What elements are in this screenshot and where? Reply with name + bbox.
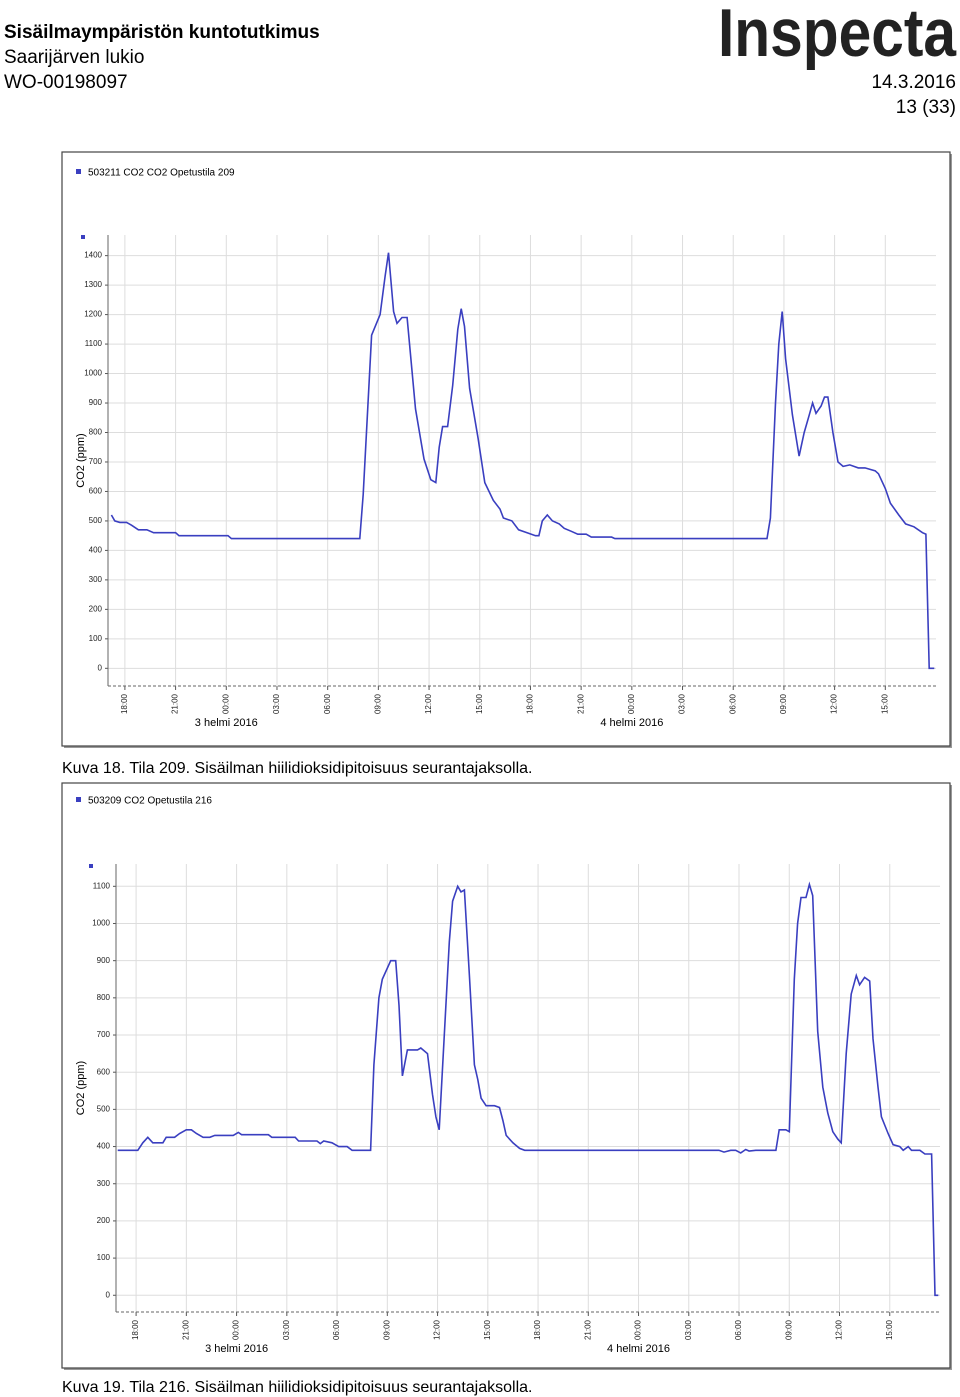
- y-tick-label: 100: [89, 634, 103, 643]
- x-tick-label: 12:00: [424, 693, 433, 714]
- y-tick-label: 500: [89, 516, 103, 525]
- x-tick-label: 03:00: [272, 693, 281, 714]
- y-tick-label: 200: [89, 604, 103, 613]
- doc-date: 14.3.2016: [871, 72, 956, 93]
- y-tick-label: 400: [89, 546, 103, 555]
- chart-frame: [61, 782, 951, 1369]
- figure-caption: Kuva 19. Tila 216. Sisäilman hiilidioksi…: [62, 1379, 532, 1396]
- y-tick-label: 0: [106, 1290, 111, 1299]
- y-tick-label: 300: [97, 1179, 111, 1188]
- date-label: 4 helmi 2016: [607, 1343, 670, 1355]
- y-tick-label: 400: [97, 1142, 111, 1151]
- x-tick-label: 18:00: [533, 1319, 542, 1340]
- y-tick-label: 900: [89, 398, 103, 407]
- x-tick-label: 03:00: [282, 1319, 291, 1340]
- x-tick-label: 15:00: [885, 1319, 894, 1340]
- y-tick-label: 1100: [85, 339, 103, 348]
- y-tick-label: 700: [89, 457, 103, 466]
- x-tick-label: 18:00: [120, 693, 129, 714]
- y-tick-label: 1100: [93, 881, 111, 890]
- y-tick-label: 200: [97, 1216, 111, 1225]
- x-tick-label: 06:00: [332, 1319, 341, 1340]
- x-tick-label: 03:00: [684, 1319, 693, 1340]
- y-tick-label: 600: [97, 1067, 111, 1076]
- x-tick-label: 12:00: [830, 693, 839, 714]
- site: Saarijärven lukio: [4, 47, 144, 68]
- x-tick-label: 09:00: [373, 693, 382, 714]
- x-tick-label: 15:00: [880, 693, 889, 714]
- x-tick-label: 09:00: [382, 1319, 391, 1340]
- figure-caption: Kuva 18. Tila 209. Sisäilman hiilidioksi…: [62, 760, 532, 777]
- y-tick-label: 1300: [84, 280, 102, 289]
- y-tick-label: 500: [97, 1104, 111, 1113]
- x-tick-label: 12:00: [433, 1319, 442, 1340]
- x-tick-label: 21:00: [181, 1319, 190, 1340]
- x-tick-label: 00:00: [634, 1319, 643, 1340]
- x-tick-label: 21:00: [583, 1319, 592, 1340]
- y-tick-label: 800: [97, 993, 111, 1002]
- date-label: 3 helmi 2016: [195, 717, 258, 729]
- page-number: 13 (33): [896, 97, 956, 118]
- x-tick-label: 12:00: [835, 1319, 844, 1340]
- chart-frame: [61, 151, 951, 747]
- legend-label: 503209 CO2 Opetustila 216: [88, 796, 212, 807]
- y-axis-label: CO2 (ppm): [75, 1061, 87, 1115]
- axis-marker: [81, 235, 85, 239]
- y-tick-label: 900: [97, 956, 111, 965]
- x-tick-label: 06:00: [734, 1319, 743, 1340]
- x-tick-label: 09:00: [779, 693, 788, 714]
- legend-swatch: [76, 169, 81, 174]
- y-tick-label: 700: [97, 1030, 111, 1039]
- x-tick-label: 06:00: [323, 693, 332, 714]
- date-label: 4 helmi 2016: [600, 717, 663, 729]
- y-tick-label: 1200: [84, 310, 102, 319]
- y-tick-label: 0: [98, 663, 103, 672]
- x-tick-label: 09:00: [784, 1319, 793, 1340]
- logo: Inspecta: [718, 0, 957, 71]
- y-tick-label: 1400: [84, 251, 102, 260]
- axis-marker: [89, 864, 93, 868]
- x-tick-label: 21:00: [171, 693, 180, 714]
- order-number: WO-00198097: [4, 72, 128, 93]
- data-line: [110, 252, 935, 670]
- y-tick-label: 1000: [84, 369, 102, 378]
- legend-swatch: [76, 797, 81, 802]
- y-tick-label: 100: [97, 1253, 111, 1262]
- x-tick-label: 15:00: [483, 1319, 492, 1340]
- y-axis-label: CO2 (ppm): [75, 433, 87, 487]
- data-line: [117, 881, 939, 1297]
- x-tick-label: 00:00: [627, 693, 636, 714]
- legend-label: 503211 CO2 CO2 Opetustila 209: [88, 168, 235, 179]
- x-tick-label: 00:00: [221, 693, 230, 714]
- x-tick-label: 06:00: [728, 693, 737, 714]
- y-tick-label: 600: [89, 487, 103, 496]
- x-tick-label: 18:00: [131, 1319, 140, 1340]
- y-tick-label: 800: [89, 428, 103, 437]
- date-label: 3 helmi 2016: [205, 1343, 268, 1355]
- y-tick-label: 1000: [92, 919, 110, 928]
- y-tick-label: 300: [89, 575, 103, 584]
- doc-title: Sisäilmaympäristön kuntotutkimus: [4, 22, 320, 43]
- x-tick-label: 00:00: [232, 1319, 241, 1340]
- x-tick-label: 18:00: [526, 693, 535, 714]
- x-tick-label: 03:00: [678, 693, 687, 714]
- x-tick-label: 21:00: [576, 693, 585, 714]
- x-tick-label: 15:00: [475, 693, 484, 714]
